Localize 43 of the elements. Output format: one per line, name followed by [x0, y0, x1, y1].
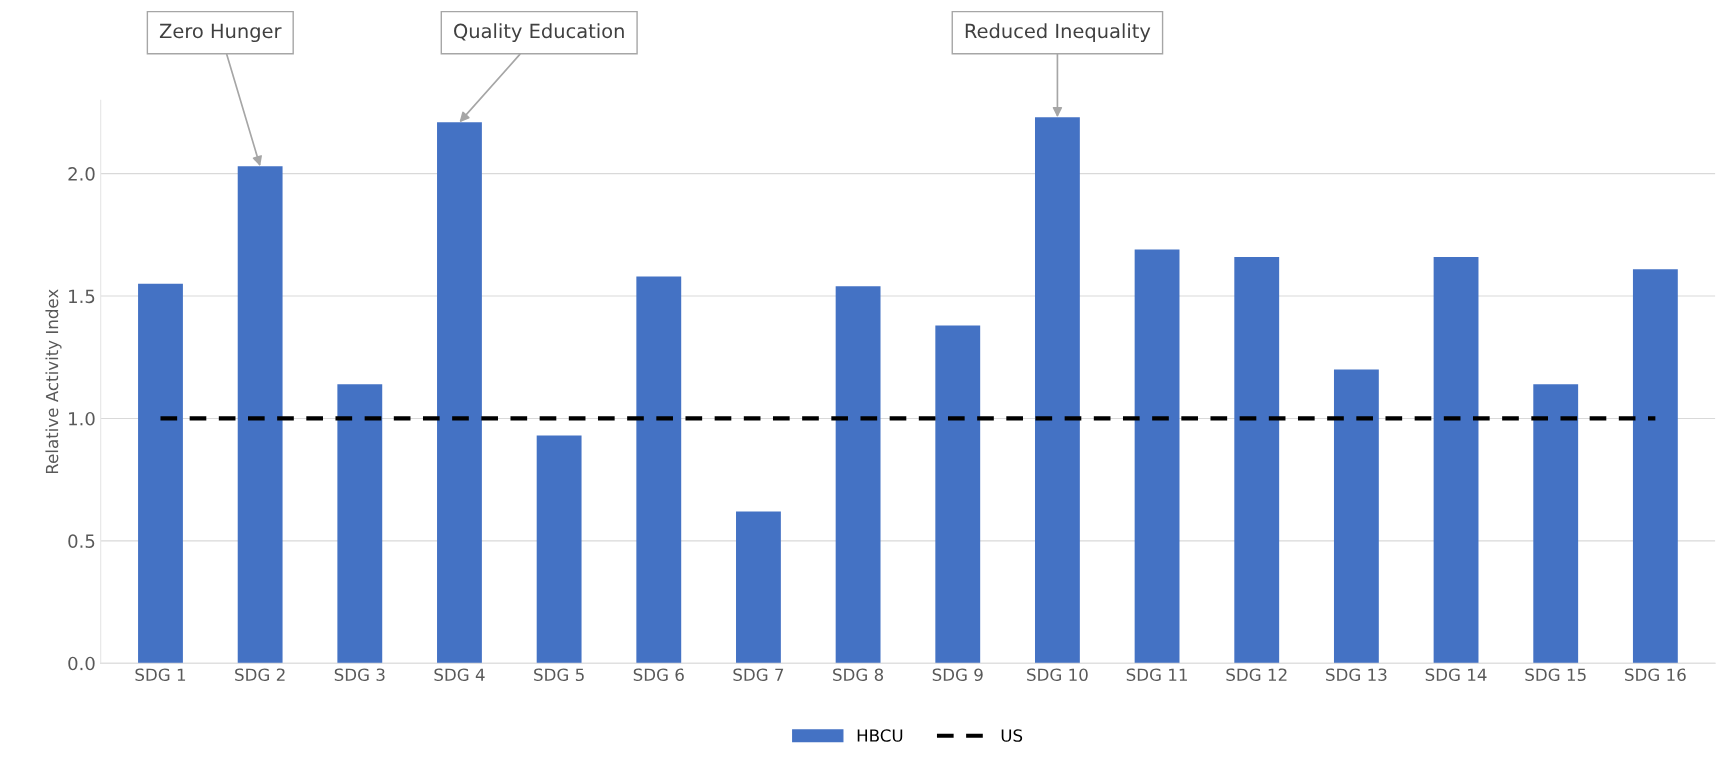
bar — [935, 325, 981, 664]
legend-label: US — [1001, 729, 1023, 742]
annotation: Zero Hunger — [159, 23, 282, 43]
y-tick-label: 1.5 — [69, 289, 95, 304]
bar — [237, 166, 283, 664]
y-tick-label: 1.0 — [69, 411, 95, 426]
bar — [1134, 249, 1180, 664]
bar — [138, 283, 183, 664]
x-tick-label: SDG 4 — [434, 668, 485, 682]
x-tick-label: SDG 14 — [1425, 668, 1487, 682]
y-axis-title: Relative Activity Index — [45, 289, 62, 474]
bar — [1433, 256, 1479, 664]
y-tick-label: 0.5 — [68, 534, 95, 548]
y-tick-label: 0.0 — [68, 656, 95, 671]
x-tick-label: SDG 7 — [733, 668, 784, 682]
x-tick-label: SDG 5 — [534, 668, 584, 682]
x-tick-label: SDG 2 — [235, 668, 285, 682]
legend-label: HBCU — [857, 729, 903, 742]
x-tick-label: SDG 6 — [633, 668, 684, 682]
y-tick-label: 2.0 — [68, 167, 95, 181]
x-tick-label: SDG 15 — [1525, 668, 1586, 682]
x-tick-label: SDG 8 — [833, 668, 884, 682]
bar — [1034, 117, 1080, 664]
bar — [337, 384, 383, 664]
bar — [1533, 384, 1579, 664]
bar — [1632, 269, 1678, 664]
annotation: Reduced Inequality — [965, 23, 1151, 43]
bar — [1333, 369, 1379, 664]
x-tick-label: SDG 1 — [135, 668, 186, 682]
x-tick-label: SDG 9 — [932, 668, 983, 682]
bar — [1234, 256, 1280, 664]
x-tick-label: SDG 13 — [1326, 668, 1387, 682]
bar — [835, 286, 881, 664]
x-tick-label: SDG 10 — [1027, 668, 1088, 682]
x-tick-label: SDG 12 — [1226, 668, 1287, 682]
x-tick-label: SDG 11 — [1126, 668, 1187, 682]
bar — [536, 435, 582, 664]
annotation: Quality Education — [454, 23, 624, 43]
bar — [736, 511, 781, 664]
bar — [437, 122, 482, 664]
x-tick-label: SDG 16 — [1625, 668, 1686, 682]
x-tick-label: SDG 3 — [334, 668, 385, 682]
bar — [636, 276, 682, 664]
